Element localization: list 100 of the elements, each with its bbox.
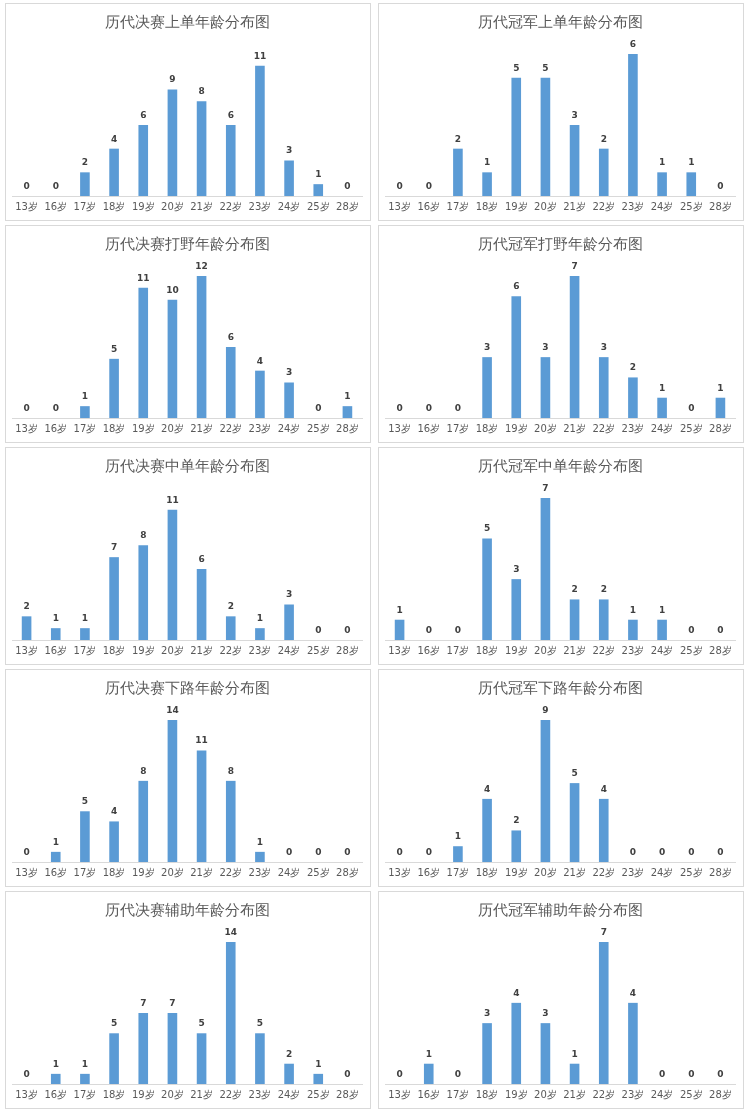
x-tick-label: 24岁 bbox=[650, 1088, 674, 1100]
data-label: 0 bbox=[344, 180, 351, 191]
x-tick-label: 28岁 bbox=[336, 200, 359, 212]
data-label: 1 bbox=[454, 831, 462, 842]
x-tick-label: 16岁 bbox=[44, 644, 68, 656]
data-label: 2 bbox=[81, 157, 89, 168]
bar bbox=[255, 65, 265, 196]
x-tick-label: 24岁 bbox=[277, 866, 301, 878]
data-label: 3 bbox=[513, 563, 520, 574]
x-tick-label: 20岁 bbox=[161, 200, 184, 212]
data-label: 1 bbox=[81, 1058, 89, 1069]
data-label: 5 bbox=[542, 62, 549, 73]
data-label: 0 bbox=[717, 624, 724, 635]
chart-title: 历代决赛中单年龄分布图 bbox=[104, 456, 270, 475]
x-tick-label: 22岁 bbox=[219, 200, 243, 212]
bar bbox=[196, 101, 207, 196]
data-label: 5 bbox=[483, 523, 491, 534]
bar bbox=[284, 1063, 294, 1084]
x-tick-label: 23岁 bbox=[621, 1088, 645, 1100]
data-label: 1 bbox=[52, 613, 59, 624]
data-label: 3 bbox=[571, 109, 578, 120]
data-label: 2 bbox=[513, 815, 520, 826]
x-tick-label: 24岁 bbox=[650, 422, 674, 434]
data-label: 9 bbox=[542, 704, 549, 715]
data-label: 0 bbox=[454, 624, 462, 635]
data-label: 5 bbox=[110, 1018, 118, 1029]
bar bbox=[540, 720, 551, 862]
data-label: 0 bbox=[688, 624, 695, 635]
data-label: 6 bbox=[140, 109, 147, 120]
data-label: 0 bbox=[425, 402, 432, 413]
x-tick-label: 18岁 bbox=[102, 644, 126, 656]
data-label: 0 bbox=[52, 180, 59, 191]
x-tick-label: 19岁 bbox=[131, 866, 155, 878]
x-tick-label: 17岁 bbox=[446, 866, 470, 878]
bar bbox=[109, 557, 119, 640]
x-tick-label: 16岁 bbox=[417, 1088, 441, 1100]
data-label: 0 bbox=[717, 1068, 724, 1079]
x-tick-label: 16岁 bbox=[417, 644, 441, 656]
x-tick-label: 23岁 bbox=[621, 866, 645, 878]
data-label: 10 bbox=[166, 284, 179, 295]
data-label: 8 bbox=[227, 765, 234, 776]
bar bbox=[50, 1073, 61, 1084]
data-label: 11 bbox=[136, 272, 150, 283]
x-tick-label: 19岁 bbox=[504, 644, 528, 656]
bar bbox=[196, 276, 207, 418]
data-label: 3 bbox=[285, 589, 293, 600]
bar bbox=[423, 1063, 434, 1084]
bar bbox=[313, 1073, 324, 1084]
x-tick-label: 22岁 bbox=[219, 866, 243, 878]
bar bbox=[167, 89, 178, 196]
data-label: 0 bbox=[396, 846, 403, 857]
bar bbox=[284, 160, 294, 196]
x-tick-label: 13岁 bbox=[388, 866, 411, 878]
bar bbox=[255, 1033, 265, 1084]
bar bbox=[715, 397, 726, 418]
bar bbox=[109, 148, 119, 196]
x-tick-label: 24岁 bbox=[277, 644, 301, 656]
data-label: 3 bbox=[542, 1007, 549, 1018]
x-tick-label: 17岁 bbox=[73, 1088, 97, 1100]
bar bbox=[482, 172, 492, 196]
x-tick-label: 23岁 bbox=[248, 1088, 272, 1100]
data-label: 6 bbox=[227, 331, 234, 342]
data-label: 1 bbox=[658, 604, 666, 615]
chart-title: 历代决赛上单年龄分布图 bbox=[104, 12, 270, 31]
data-label: 1 bbox=[396, 604, 403, 615]
x-tick-label: 20岁 bbox=[161, 422, 184, 434]
x-tick-label: 25岁 bbox=[679, 644, 703, 656]
bar bbox=[138, 1013, 149, 1084]
chart-title: 历代冠军辅助年龄分布图 bbox=[477, 900, 643, 919]
bar bbox=[196, 1033, 207, 1084]
x-tick-label: 13岁 bbox=[15, 200, 38, 212]
chart-title: 历代决赛打野年龄分布图 bbox=[104, 234, 270, 253]
data-label: 1 bbox=[344, 391, 351, 402]
chart-title: 历代冠军下路年龄分布图 bbox=[477, 678, 643, 697]
data-label: 12 bbox=[195, 260, 208, 271]
x-tick-label: 22岁 bbox=[592, 644, 616, 656]
x-tick-label: 16岁 bbox=[417, 200, 441, 212]
bar bbox=[657, 172, 667, 196]
data-label: 11 bbox=[166, 494, 179, 505]
x-tick-label: 20岁 bbox=[534, 200, 557, 212]
bar bbox=[511, 1002, 522, 1084]
bar bbox=[167, 1013, 178, 1084]
bar bbox=[80, 172, 90, 196]
data-label: 3 bbox=[542, 341, 549, 352]
x-tick-label: 19岁 bbox=[131, 1088, 155, 1100]
bar bbox=[255, 628, 265, 640]
bar bbox=[255, 851, 265, 862]
bar bbox=[342, 406, 353, 418]
data-label: 14 bbox=[166, 704, 179, 715]
x-tick-label: 13岁 bbox=[15, 644, 38, 656]
bar bbox=[225, 780, 236, 862]
x-tick-label: 16岁 bbox=[417, 422, 441, 434]
bar bbox=[284, 604, 294, 640]
data-label: 6 bbox=[198, 553, 205, 564]
bar bbox=[598, 798, 609, 862]
x-tick-label: 23岁 bbox=[248, 644, 272, 656]
data-label: 1 bbox=[571, 1048, 578, 1059]
data-label: 11 bbox=[195, 735, 208, 746]
data-label: 1 bbox=[81, 391, 89, 402]
bar bbox=[313, 184, 324, 196]
